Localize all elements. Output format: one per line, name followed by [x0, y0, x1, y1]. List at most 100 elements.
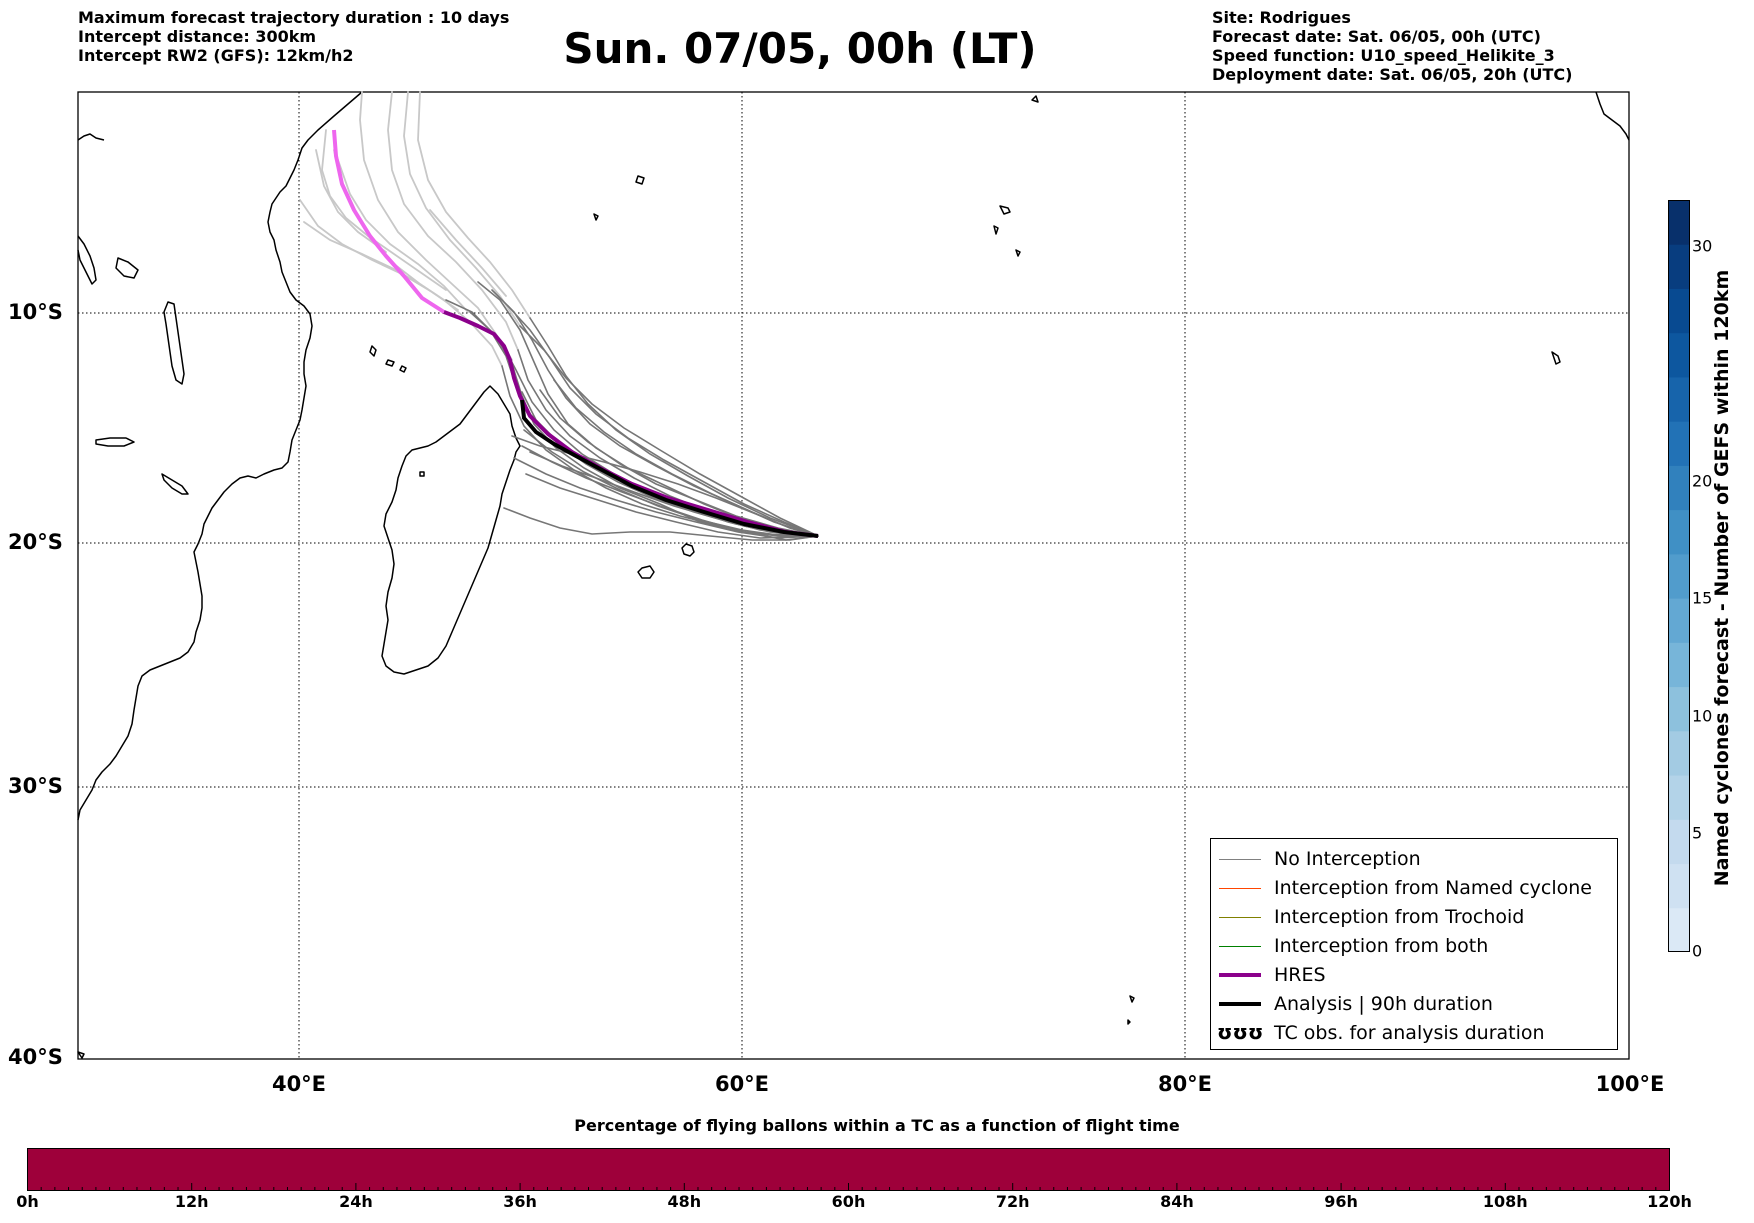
trajectory-light [315, 149, 387, 253]
island-amsterdam [1129, 995, 1135, 1003]
island-seychelles [635, 175, 645, 185]
island-chagos-2 [993, 225, 999, 235]
island-comoros-2 [385, 359, 395, 367]
colorbar-tick: 30 [1692, 236, 1713, 256]
time-bar-tick-label: 108h [1482, 1192, 1528, 1211]
island-mauritius [681, 543, 695, 557]
sri-lanka-coast [1595, 91, 1630, 141]
colorbar-frame [1668, 200, 1690, 952]
forecast-date-text: Forecast date: Sat. 06/05, 00h (UTC) [1212, 27, 1541, 46]
lat-label-40s: 40°S [8, 1045, 63, 1069]
legend-label: TC obs. for analysis duration [1274, 1022, 1545, 1044]
horn-coast [77, 133, 105, 141]
colorbar-cell [1668, 553, 1690, 599]
trajectory [553, 379, 819, 537]
lake-malawi [163, 301, 185, 385]
colorbar-cell [1668, 863, 1690, 909]
graticule [78, 92, 1629, 1059]
lake-kariba [161, 473, 189, 495]
colorbar-cell [1668, 775, 1690, 820]
time-bar-tick-label: 24h [339, 1192, 373, 1211]
trajectory-light [359, 91, 513, 361]
time-bar-tick-label: 96h [1324, 1192, 1358, 1211]
time-bar-title: Percentage of flying ballons within a TC… [574, 1116, 1180, 1135]
time-bar-tick-label: 0h [16, 1192, 39, 1211]
time-bar-tick-label: 120h [1647, 1192, 1692, 1211]
legend-item-no-interception: No Interception [1211, 847, 1617, 873]
lat-label-30s: 30°S [8, 774, 63, 798]
trajectory-light [321, 129, 447, 291]
trajectory-light [417, 91, 531, 319]
colorbar-cell [1668, 465, 1690, 511]
legend-item-trochoid: Interception from Trochoid [1211, 905, 1617, 931]
header-right: Site: Rodrigues Forecast date: Sat. 06/0… [1212, 8, 1572, 84]
island-comoros-1 [369, 345, 377, 357]
deployment-date-text: Deployment date: Sat. 06/05, 20h (UTC) [1212, 65, 1573, 84]
colorbar-cell [1668, 376, 1690, 422]
legend-item-both: Interception from both [1211, 934, 1617, 960]
colorbar-tick: 15 [1692, 588, 1713, 608]
legend-line-olive [1219, 917, 1261, 918]
trajectory [503, 507, 819, 541]
colorbar-cell [1668, 288, 1690, 334]
lon-label-100e: 100°E [1595, 1072, 1665, 1096]
island-reunion [637, 565, 655, 579]
intercept-rw2-text: Intercept RW2 (GFS): 12km/h2 [78, 46, 354, 65]
colorbar-cell [1668, 642, 1690, 688]
colorbar-cell [1668, 509, 1690, 555]
trajectory-light [337, 159, 469, 313]
tc-obs-symbol-icon: ʊʊʊ [1217, 1020, 1264, 1044]
legend-line-green [1219, 946, 1261, 947]
colorbar-tick: 5 [1692, 823, 1703, 843]
header-left: Maximum forecast trajectory duration : 1… [78, 8, 509, 65]
island-comoros-3 [399, 365, 407, 373]
trajectory-light [303, 221, 445, 301]
time-bar-tick-label: 48h [667, 1192, 702, 1211]
trajectory [539, 389, 819, 537]
island-south-tip [77, 1051, 85, 1059]
colorbar-cell [1668, 200, 1690, 245]
colorbar-cell [1668, 421, 1690, 466]
time-bar-tick-label: 72h [995, 1192, 1030, 1211]
island-north-1 [1031, 95, 1039, 103]
time-bar-tick-label: 84h [1160, 1192, 1194, 1211]
colorbar-tick: 20 [1692, 471, 1713, 491]
lon-label-80e: 80°E [1157, 1072, 1213, 1096]
colorbar-tick: 10 [1692, 706, 1713, 726]
lake-tanganyika [77, 235, 97, 285]
colorbar-tick: 0 [1692, 941, 1703, 961]
legend-item-analysis: Analysis | 90h duration [1211, 992, 1617, 1018]
map-legend: No Interception Interception from Named … [1210, 838, 1618, 1050]
colorbar-cell [1668, 819, 1690, 865]
hres-trajectory-early [332, 129, 446, 314]
legend-label: Analysis | 90h duration [1274, 993, 1493, 1015]
legend-line-grey [1219, 859, 1261, 860]
island-seychelles-2 [593, 213, 599, 221]
legend-item-named-cyclone: Interception from Named cyclone [1211, 876, 1617, 902]
legend-label: Interception from Named cyclone [1274, 877, 1592, 899]
coastlines [77, 91, 1630, 1059]
legend-label: HRES [1274, 964, 1326, 986]
analysis-trajectory [520, 399, 819, 538]
colorbar-named-cyclones [1668, 200, 1690, 952]
madagascar-coastline [381, 385, 521, 675]
lat-label-20s: 20°S [8, 530, 63, 554]
colorbar-cell [1668, 332, 1690, 378]
legend-line-orange [1219, 888, 1261, 889]
island-chagos [999, 205, 1011, 215]
speed-function-text: Speed function: U10_speed_Helikite_3 [1212, 46, 1555, 65]
legend-item-tc-obs: ʊʊʊ TC obs. for analysis duration [1211, 1020, 1617, 1047]
colorbar-cell [1668, 730, 1690, 776]
island-west-1 [419, 471, 425, 477]
site-text: Site: Rodrigues [1212, 8, 1351, 27]
legend-line-black [1219, 1002, 1261, 1006]
colorbar-label: Named cyclones forecast - Number of GEFS… [1711, 269, 1733, 887]
africa-coastline [77, 91, 363, 821]
page-title: Sun. 07/05, 00h (LT) [563, 24, 1037, 73]
time-bar [27, 1148, 1670, 1191]
trajectory-light [403, 91, 521, 327]
island-st-paul [1127, 1019, 1131, 1025]
time-bar-tick-label: 60h [831, 1192, 866, 1211]
colorbar-cell [1668, 907, 1690, 952]
time-bar-tick-label: 12h [174, 1192, 209, 1211]
